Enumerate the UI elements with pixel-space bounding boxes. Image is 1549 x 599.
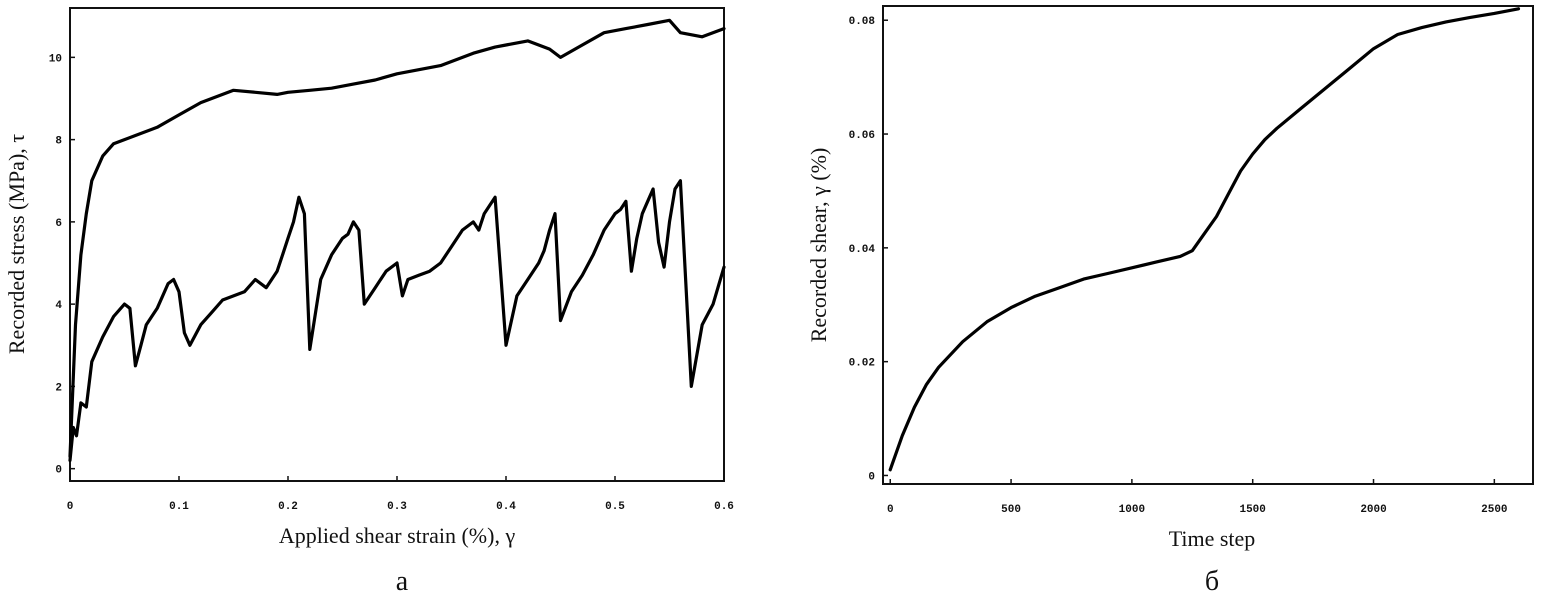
- chart-b-series-1-line: [888, 7, 1521, 472]
- chart-a-y-ticks: 0 2 4 6 8 10: [49, 53, 75, 477]
- chart-a-y-tick-label: 10: [49, 53, 62, 65]
- chart-a-x-axis-label: Applied shear strain (%), γ: [279, 523, 516, 548]
- chart-a-x-tick-label: 0.1: [169, 501, 189, 513]
- chart-a-y-tick-label: 0: [55, 465, 62, 477]
- chart-a-x-tick-label: 0.4: [496, 501, 516, 513]
- chart-b-frame: [882, 5, 1534, 485]
- chart-a-series-1-line: [68, 18, 726, 458]
- chart-a-y-tick-label: 6: [55, 218, 62, 230]
- chart-a-x-tick-label: 0: [67, 501, 74, 513]
- chart-b-y-tick-label: 0.08: [849, 16, 876, 28]
- chart-a-y-tick-label: 2: [55, 382, 62, 394]
- chart-a-y-tick-label: 4: [55, 300, 62, 312]
- chart-a: 0 2 4 6 8 10 0 0.1 0.2 0.3 0.4 0.5 0.6 Applied shea…: [4, 7, 734, 597]
- chart-a-x-tick-label: 0.3: [387, 501, 407, 513]
- chart-b-y-tick-label: 0: [868, 471, 875, 483]
- chart-b-x-tick-label: 1000: [1119, 504, 1145, 516]
- chart-b: 0 0.02 0.04 0.06 0.08 0 500 1000 1500 2000 2500 T…: [806, 5, 1534, 597]
- chart-b-x-tick-label: 500: [1001, 504, 1021, 516]
- chart-b-y-ticks: 0 0.02 0.04 0.06 0.08: [849, 16, 888, 483]
- chart-a-panel-label: a: [396, 566, 409, 597]
- chart-a-x-ticks: 0 0.1 0.2 0.3 0.4 0.5 0.6: [67, 476, 734, 513]
- chart-b-y-tick-label: 0.06: [849, 130, 875, 142]
- chart-b-x-ticks: 0 500 1000 1500 2000 2500: [887, 479, 1508, 516]
- chart-b-y-tick-label: 0.02: [849, 358, 875, 370]
- chart-b-panel-label: б: [1205, 566, 1219, 597]
- chart-b-x-tick-label: 1500: [1239, 504, 1265, 516]
- chart-a-y-tick-label: 8: [55, 136, 62, 148]
- chart-a-y-axis-label: Recorded stress (MPa), τ: [4, 134, 29, 354]
- chart-a-series: [68, 18, 726, 462]
- chart-b-x-tick-label: 0: [887, 504, 894, 516]
- chart-a-series-2-line: [68, 179, 726, 462]
- chart-b-y-tick-label: 0.04: [849, 244, 876, 256]
- chart-b-x-tick-label: 2000: [1360, 504, 1386, 516]
- chart-b-y-axis-label: Recorded shear, γ (%): [806, 148, 831, 343]
- chart-a-x-tick-label: 0.6: [714, 501, 734, 513]
- chart-b-series: [888, 7, 1521, 472]
- chart-a-x-tick-label: 0.2: [278, 501, 298, 513]
- chart-a-x-tick-label: 0.5: [605, 501, 625, 513]
- chart-b-x-tick-label: 2500: [1481, 504, 1507, 516]
- chart-a-frame: [69, 7, 725, 482]
- chart-b-x-axis-label: Time step: [1169, 526, 1256, 551]
